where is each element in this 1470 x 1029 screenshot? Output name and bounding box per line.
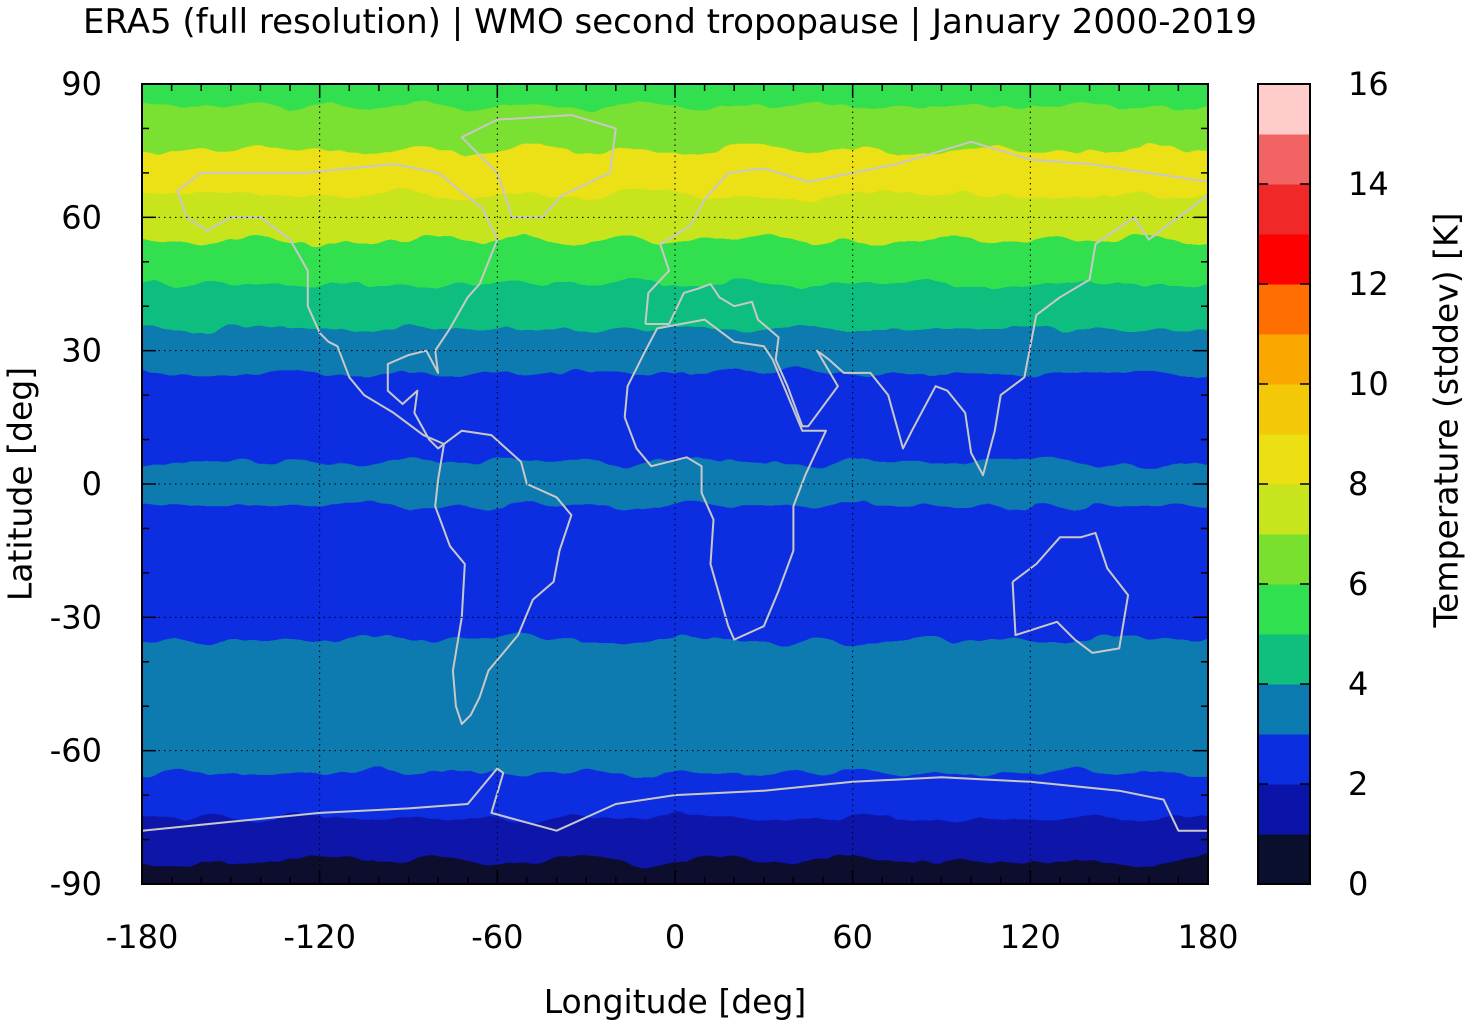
x-tick-label: -180: [106, 918, 179, 956]
colorbar-swatch: [1258, 284, 1310, 335]
colorbar-tick-label: 8: [1348, 465, 1368, 503]
field-band: [142, 817, 1208, 863]
colorbar-tick-label: 0: [1348, 865, 1368, 903]
coastline-north-america: [176, 163, 499, 450]
y-tick-label: 60: [61, 198, 102, 236]
y-tick-label: -90: [50, 865, 102, 903]
y-axis-label: Latitude [deg]: [0, 366, 40, 602]
y-tick-label: -30: [50, 598, 102, 636]
colorbar-swatch: [1258, 484, 1310, 535]
grid-lines: [142, 84, 1208, 884]
x-tick-label: 120: [1000, 918, 1061, 956]
colorbar-swatch: [1258, 434, 1310, 485]
colorbar-swatch: [1258, 334, 1310, 385]
colorbar-tick-label: 2: [1348, 765, 1368, 803]
x-tick-label: 180: [1177, 918, 1238, 956]
y-tick-label: 30: [61, 332, 102, 370]
chart-title: ERA5 (full resolution) | WMO second trop…: [82, 2, 1258, 42]
x-tick-label: -120: [283, 918, 356, 956]
colorbar-swatch: [1258, 684, 1310, 735]
colorbar-tick-label: 12: [1348, 265, 1389, 303]
colorbar-tick-label: 16: [1348, 65, 1389, 103]
field-band: [142, 84, 1208, 108]
axis-ticks: -180 -120 -60 0 60 120 180 90 60 30 0 -30 -60 -90: [50, 65, 1239, 956]
coastline-greenland: [460, 114, 617, 219]
field-band: [142, 328, 1208, 374]
colorbar-swatch: [1258, 584, 1310, 635]
coastline-south-america: [434, 429, 573, 725]
y-tick-label: 0: [82, 465, 102, 503]
colorbar-swatch: [1258, 834, 1310, 885]
colorbar-swatch: [1258, 784, 1310, 835]
colorbar-tick-label: 6: [1348, 565, 1368, 603]
field-band: [142, 239, 1208, 285]
colorbar-swatch: [1258, 234, 1310, 285]
colorbar-swatch: [1258, 734, 1310, 785]
colorbar-label: Temperature (stddev) [K]: [1426, 212, 1466, 628]
x-tick-label: -60: [471, 918, 523, 956]
x-axis-label: Longitude [deg]: [543, 982, 807, 1021]
x-tick-label: 60: [832, 918, 873, 956]
colorbar-swatch: [1258, 84, 1310, 135]
y-tick-label: -60: [50, 732, 102, 770]
colorbar-tick-label: 14: [1348, 165, 1389, 203]
colorbar-swatch: [1258, 384, 1310, 435]
colorbar-tick-label: 10: [1348, 365, 1389, 403]
y-tick-label: 90: [61, 65, 102, 103]
colorbar: 0 2 4 6 8 10 12 14 16: [1257, 65, 1389, 903]
coastline-antarctica: [142, 767, 1208, 832]
x-tick-label: 0: [665, 918, 685, 956]
colorbar-swatch: [1258, 534, 1310, 585]
colorbar-swatch: [1258, 634, 1310, 685]
coastline-africa: [623, 318, 827, 641]
field-band: [142, 861, 1208, 884]
field-band: [142, 372, 1208, 419]
colorbar-tick-label: 4: [1348, 665, 1368, 703]
field-band: [142, 417, 1208, 463]
coastline-australia: [1011, 531, 1130, 654]
colorbar-swatch: [1258, 184, 1310, 235]
colorbar-swatch: [1258, 134, 1310, 185]
